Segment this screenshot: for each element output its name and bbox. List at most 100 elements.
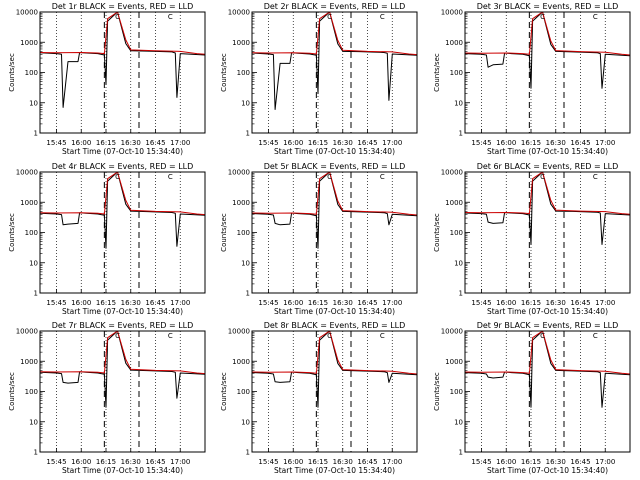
plot-3-ytick-label: 1000 <box>445 39 463 47</box>
plot-5-xtick-label: 16:30 <box>333 299 353 307</box>
plot-7-xtick-label: 16:00 <box>71 458 91 466</box>
plot-6-xtick-label: 16:30 <box>546 299 566 307</box>
plot-7-marker-label: C <box>115 332 120 340</box>
plot-7-ytick-label: 100 <box>25 388 38 396</box>
plot-2-xtick-label: 15:45 <box>258 139 278 147</box>
plot-9-xlabel: Start Time (07-Oct-10 15:34:40) <box>487 466 608 475</box>
plot-8-xtick-label: 15:45 <box>258 458 278 466</box>
plot-9-ytick-label: 10000 <box>441 328 463 336</box>
plot-8-xtick-label: 16:30 <box>333 458 353 466</box>
plot-3-title: Det 3r BLACK = Events, RED = LLD <box>477 2 619 11</box>
plot-5-ylabel: Counts/sec <box>220 213 228 252</box>
plot-5-ytick-label: 100 <box>237 229 250 237</box>
plot-2-xtick-label: 17:00 <box>382 139 402 147</box>
plot-7-xtick-label: 16:15 <box>96 458 116 466</box>
plot-8-ytick-label: 1 <box>246 449 250 457</box>
plot-9-title: Det 9r BLACK = Events, RED = LLD <box>477 321 619 330</box>
plot-8-ytick-label: 10000 <box>228 328 250 336</box>
plot-9-marker-label: C <box>593 332 598 340</box>
plot-5-xtick-label: 16:00 <box>283 299 303 307</box>
plot-5-ytick-label: 10000 <box>228 169 250 177</box>
plot-4-ytick-label: 1000 <box>20 199 38 207</box>
plot-7-title: Det 7r BLACK = Events, RED = LLD <box>52 321 194 330</box>
plot-5-ytick-label: 1000 <box>232 199 250 207</box>
plot-5-frame <box>251 171 418 294</box>
plot-8-xtick-label: 17:00 <box>382 458 402 466</box>
plot-9-xtick-label: 17:00 <box>595 458 615 466</box>
plot-1-ytick-label: 10 <box>29 99 38 107</box>
plot-2-title: Det 2r BLACK = Events, RED = LLD <box>264 2 406 11</box>
plot-2-frame <box>251 11 418 134</box>
plot-4-marker-label: C <box>168 173 173 181</box>
plot-4-ytick-label: 10000 <box>16 169 38 177</box>
plot-9-ytick-label: 100 <box>450 388 463 396</box>
plot-8-ytick-label: 10 <box>241 418 250 426</box>
plot-6-xtick-label: 16:15 <box>521 299 541 307</box>
plot-3-ytick-label: 10000 <box>441 9 463 17</box>
plot-6-frame <box>464 171 631 294</box>
plot-3-xtick-label: 17:00 <box>595 139 615 147</box>
plot-1-marker-label: C <box>115 13 120 21</box>
plot-5-title: Det 5r BLACK = Events, RED = LLD <box>264 162 406 171</box>
plot-7-ytick-label: 10000 <box>16 328 38 336</box>
plot-8-series-events <box>251 330 418 408</box>
plot-7-ytick-label: 10 <box>29 418 38 426</box>
plot-4-xtick-label: 16:30 <box>121 299 141 307</box>
plot-9-ytick-label: 1 <box>459 449 463 457</box>
plot-6-ytick-label: 10000 <box>441 169 463 177</box>
plot-4-xtick-label: 17:00 <box>170 299 190 307</box>
plot-8-xtick-label: 16:45 <box>357 458 377 466</box>
plot-8-ytick-label: 100 <box>237 388 250 396</box>
plot-2-ylabel: Counts/sec <box>220 53 228 92</box>
plot-6-marker-label: C <box>540 173 545 181</box>
plot-9-series-events <box>464 330 631 408</box>
plot-4-ytick-label: 10 <box>29 259 38 267</box>
plot-6-ytick-label: 10 <box>454 259 463 267</box>
plot-3-xtick-label: 16:45 <box>570 139 590 147</box>
plot-7-ytick-label: 1000 <box>20 358 38 366</box>
plot-2-xtick-label: 16:00 <box>283 139 303 147</box>
plot-2-xtick-label: 16:30 <box>333 139 353 147</box>
plot-6-ytick-label: 100 <box>450 229 463 237</box>
plot-3-marker-label: C <box>593 13 598 21</box>
plot-5-marker-label: C <box>380 173 385 181</box>
plot-1-xtick-label: 16:15 <box>96 139 116 147</box>
plot-2-series-events <box>251 11 418 110</box>
plot-6-ytick-label: 1 <box>459 290 463 298</box>
plot-1-title: Det 1r BLACK = Events, RED = LLD <box>52 2 194 11</box>
plot-5-marker-label: C <box>327 173 332 181</box>
plot-7-xtick-label: 17:00 <box>170 458 190 466</box>
plot-5-series-events <box>251 171 418 249</box>
plot-1-xtick-label: 17:00 <box>170 139 190 147</box>
plot-2-marker-label: C <box>327 13 332 21</box>
plot-1-ytick-label: 10000 <box>16 9 38 17</box>
plot-9-ylabel: Counts/sec <box>433 372 441 411</box>
plot-8-xtick-label: 16:00 <box>283 458 303 466</box>
plot-9-xtick-label: 16:30 <box>546 458 566 466</box>
plot-1-xtick-label: 16:30 <box>121 139 141 147</box>
plot-3-xtick-label: 16:15 <box>521 139 541 147</box>
plot-5-xtick-label: 15:45 <box>258 299 278 307</box>
plot-1-ytick-label: 1 <box>34 130 38 138</box>
plot-3-xtick-label: 16:30 <box>546 139 566 147</box>
plot-7-xtick-label: 16:45 <box>145 458 165 466</box>
plot-3-series-events <box>464 11 631 89</box>
plot-3-marker-label: C <box>540 13 545 21</box>
plot-6-ytick-label: 1000 <box>445 199 463 207</box>
plot-7-frame <box>39 330 206 453</box>
plot-8-ytick-label: 1000 <box>232 358 250 366</box>
plot-7-xlabel: Start Time (07-Oct-10 15:34:40) <box>62 466 183 475</box>
plot-3-ytick-label: 1 <box>459 130 463 138</box>
plot-1-marker-label: C <box>168 13 173 21</box>
plot-8-marker-label: C <box>380 332 385 340</box>
plot-7-xtick-label: 15:45 <box>46 458 66 466</box>
plot-4-ytick-label: 1 <box>34 290 38 298</box>
plot-3-frame <box>464 11 631 134</box>
plot-8-marker-label: C <box>327 332 332 340</box>
plot-1-ytick-label: 100 <box>25 69 38 77</box>
plot-7-marker-label: C <box>168 332 173 340</box>
plot-1-xtick-label: 15:45 <box>46 139 66 147</box>
plot-2-xlabel: Start Time (07-Oct-10 15:34:40) <box>274 147 395 156</box>
plot-9-ytick-label: 10 <box>454 418 463 426</box>
plot-1-ylabel: Counts/sec <box>8 53 16 92</box>
